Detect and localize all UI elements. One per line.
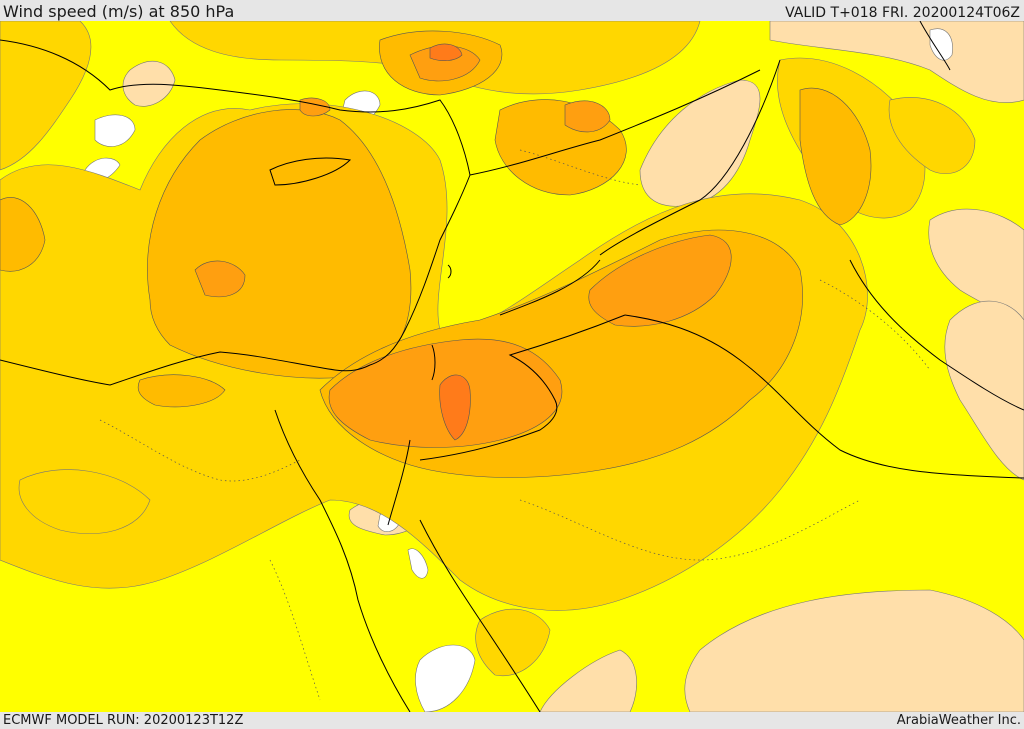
coast-levant [369, 174, 471, 366]
coast-arabia-red-sea [419, 519, 541, 712]
fresh-area-egypt [18, 469, 151, 535]
calm-area-red-sea-mid [407, 548, 429, 579]
strong-area-west [0, 197, 46, 272]
map-title: Wind speed (m/s) at 850 hPa [3, 2, 235, 21]
isolines [99, 149, 931, 701]
calm-area-red-sea-south [415, 644, 476, 712]
strong-area-zagros [799, 87, 872, 226]
fresh-area-west-coast [0, 21, 92, 171]
model-run: ECMWF MODEL RUN: 20200123T12Z [3, 713, 244, 728]
fresh-area-red-sea [475, 608, 551, 677]
border-jordan-saudi [419, 314, 626, 461]
fresh-area-iran-strip [888, 97, 976, 175]
strong-area-egypt-delta [137, 374, 226, 408]
valid-time: VALID T+018 FRI. 20200124T06Z [785, 5, 1020, 21]
header-bar: Wind speed (m/s) at 850 hPa VALID T+018 … [0, 0, 1024, 21]
isoline-arabia [519, 499, 861, 561]
coast-turkey-south [0, 39, 471, 176]
light-area-northeast [769, 21, 1024, 103]
coast-caspian [919, 21, 951, 71]
coast-gulf-aqaba [387, 439, 411, 526]
calm-area-aegean [94, 114, 136, 147]
coast-dead-sea [431, 344, 436, 381]
field-peak-regions [429, 43, 471, 441]
credit-label: ArabiaWeather Inc. [896, 713, 1021, 728]
border-turkey-syria [469, 69, 761, 176]
coast-sea-galilee [447, 264, 452, 279]
strong-area-east-med [147, 109, 412, 379]
wind-speed-map[interactable] [0, 21, 1024, 712]
coast-egypt-north [0, 351, 371, 386]
border-syria-jordan [499, 259, 601, 316]
coast-sinai-gulf-suez [274, 409, 411, 712]
peak-area-jordan-core [439, 374, 471, 441]
light-area-arabia-southeast [684, 589, 1024, 712]
map-canvas [0, 21, 1024, 712]
very-strong-area-iraq [588, 234, 732, 327]
very-strong-area-turkey-east [564, 100, 611, 133]
border-syria-iraq [599, 59, 781, 256]
light-area-syria-desert [639, 79, 761, 207]
light-area-arabia-south [539, 649, 637, 712]
coast-persian-gulf [849, 259, 1024, 411]
border-iraq-saudi [624, 314, 1024, 479]
peak-area-north [429, 43, 463, 61]
footer-bar: ECMWF MODEL RUN: 20200123T12Z ArabiaWeat… [0, 712, 1024, 729]
coastlines-borders [0, 21, 1024, 712]
light-area-east-gulf [944, 300, 1024, 481]
isoline-iran [819, 279, 931, 371]
coast-cyprus [269, 157, 352, 186]
calm-area-caspian [929, 28, 953, 61]
isoline-north [519, 149, 641, 186]
very-strong-area-cyprus [194, 260, 246, 298]
